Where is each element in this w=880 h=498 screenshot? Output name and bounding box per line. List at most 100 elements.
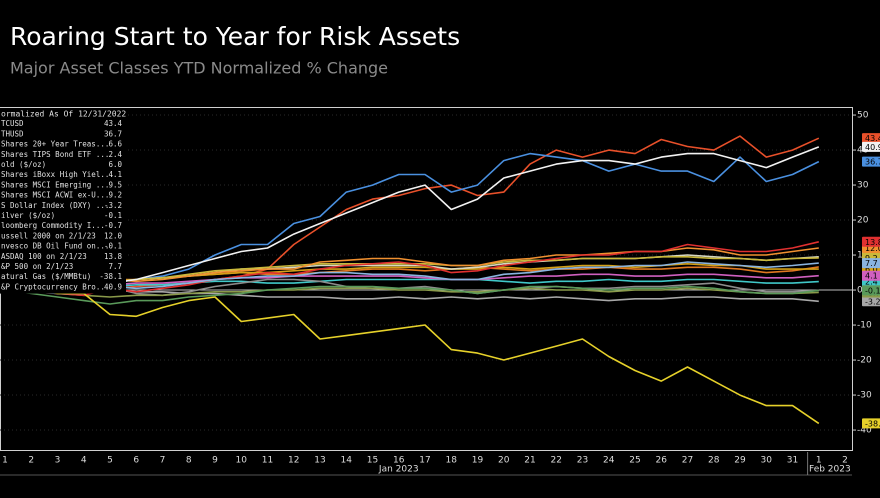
legend-label: old ($/oz) [1, 160, 46, 169]
x-tick-label: 1 [816, 456, 822, 466]
legend-label: &P 500 on 2/1/23 [1, 262, 73, 271]
x-tick-label: 27 [682, 456, 693, 466]
y-tick-label: -40 [857, 426, 872, 436]
value-tag [862, 418, 880, 429]
chart-subtitle: Major Asset Classes YTD Normalized % Cha… [10, 59, 388, 78]
value-tag-label: 12.0 [865, 244, 880, 253]
legend-value: 6.6 [108, 140, 122, 149]
y-tick-label: 20 [857, 216, 869, 226]
x-tick-label: 7 [160, 456, 166, 466]
legend-label: Shares MSCI Emerging ... [1, 180, 109, 189]
x-tick-label: 12 [288, 456, 299, 466]
x-tick-label: 8 [186, 456, 192, 466]
legend-value: 2.4 [108, 150, 122, 159]
x-tick-label: 30 [761, 456, 773, 466]
value-tag-label: 2.4 [865, 278, 878, 287]
legend-label: ilver ($/oz) [1, 211, 55, 220]
value-tag-label: 40.9 [865, 143, 880, 152]
series-line [4, 135, 820, 291]
x-tick-label: 10 [236, 456, 248, 466]
legend-value: -0.7 [104, 221, 122, 230]
legend-value: 7.7 [108, 262, 122, 271]
value-tag-label: 13.8 [865, 238, 880, 247]
legend-label: atural Gas ($/MMBtu) [1, 272, 91, 281]
value-tag-label: -38.1 [865, 419, 880, 428]
value-tag [862, 156, 880, 167]
legend-value: -0.1 [104, 242, 122, 251]
legend-label: Shares MSCI ACWI ex-U... [1, 191, 109, 200]
legend-bg [0, 108, 126, 294]
legend-value: 9.2 [108, 191, 122, 200]
series-line [5, 278, 819, 291]
series-line [4, 241, 819, 297]
legend-value: 12.0 [104, 231, 123, 240]
x-tick-label: 22 [551, 456, 562, 466]
x-tick-label: 18 [446, 456, 458, 466]
x-tick-label: 23 [577, 456, 588, 466]
x-tick-label: 4 [81, 456, 87, 466]
x-tick-label: 17 [419, 456, 430, 466]
legend-label: loomberg Commodity I... [1, 221, 105, 230]
x-tick-label: 25 [629, 456, 640, 466]
series-line [5, 247, 819, 291]
legend-label: &P Cryptocurrency Bro... [1, 282, 109, 291]
legend-title: ormalized As Of 12/31/2022 [1, 110, 126, 119]
legend-label: Shares 20+ Year Treas... [1, 140, 109, 149]
legend-value: 40.9 [104, 282, 122, 291]
legend-label: Shares iBoxx High Yiel... [1, 170, 114, 179]
legend-value: -3.2 [104, 201, 122, 210]
x-tick-label: 11 [262, 456, 273, 466]
value-tag-label: -0.1 [865, 286, 880, 295]
value-tag [862, 285, 880, 296]
series-line [4, 287, 819, 298]
legend-label: ASDAQ 100 on 2/1/23 [1, 252, 87, 261]
legend-value: 6.0 [108, 160, 122, 169]
series-line [4, 278, 819, 297]
value-tag [862, 236, 880, 247]
value-tag-label: 43.4 [865, 134, 880, 143]
value-tag-label: 36.7 [865, 158, 880, 167]
month-label: Jan 2023 [378, 465, 419, 475]
value-tag-label: 6.0 [865, 265, 878, 274]
x-tick-label: 2 [842, 456, 848, 466]
y-tick-label: 50 [857, 111, 869, 121]
legend-label: TCUSD [1, 119, 24, 128]
x-tick-label: 24 [603, 456, 615, 466]
x-tick-label: 21 [524, 456, 535, 466]
legend-label: nvesco DB Oil Fund on... [1, 242, 109, 251]
y-tick-label: -20 [857, 356, 872, 366]
value-tag [862, 270, 880, 281]
value-tag-label: 7.7 [865, 259, 878, 268]
x-tick-label: 14 [341, 456, 353, 466]
legend-label: S Dollar Index (DXY) ... [1, 201, 109, 210]
chart-title: Roaring Start to Year for Risk Assets [10, 22, 460, 51]
y-tick-label: -10 [857, 321, 872, 331]
x-tick-label: 5 [107, 456, 113, 466]
y-tick-label: -30 [857, 391, 872, 401]
legend-label: THUSD [1, 129, 24, 138]
series-line [4, 261, 819, 295]
legend-value: -0.1 [104, 211, 122, 220]
x-tick-label: 29 [734, 456, 746, 466]
x-tick-label: 28 [708, 456, 720, 466]
x-tick-label: 2 [28, 456, 34, 466]
legend-value: 36.7 [104, 129, 122, 138]
x-tick-label: 1 [2, 456, 8, 466]
value-tag [862, 258, 880, 269]
legend-value: -38.1 [99, 272, 122, 281]
series-line [4, 146, 820, 291]
series-line [4, 287, 820, 425]
series-line [4, 273, 819, 293]
y-tick-label: 0 [857, 286, 863, 296]
legend-value: 13.8 [104, 252, 123, 261]
x-tick-label: 16 [393, 456, 405, 466]
x-tick-label: 26 [656, 456, 668, 466]
x-tick-label: 13 [314, 456, 325, 466]
y-tick-label: 30 [857, 181, 869, 191]
legend-label: Shares TIPS Bond ETF ... [1, 150, 109, 159]
value-tag [862, 141, 880, 152]
legend-value: 43.4 [104, 119, 123, 128]
